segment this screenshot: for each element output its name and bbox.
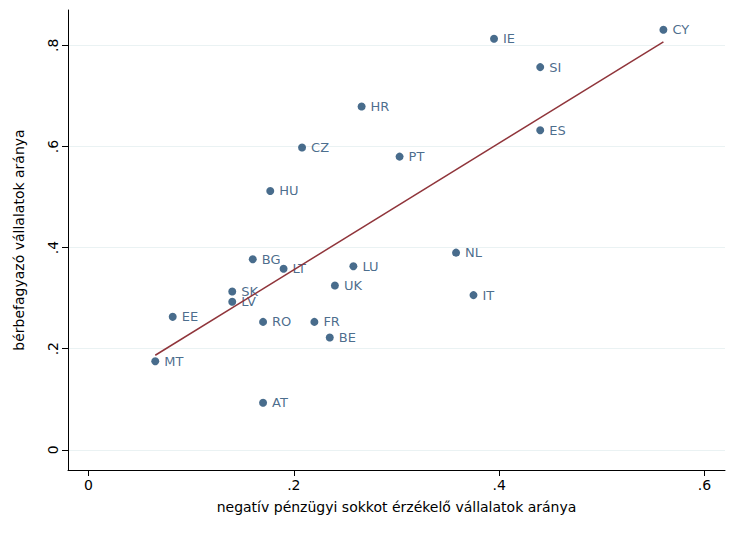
svg-text:HU: HU — [279, 183, 298, 198]
svg-text:AT: AT — [272, 395, 288, 410]
svg-text:PT: PT — [409, 149, 425, 164]
svg-text:ES: ES — [549, 123, 565, 138]
svg-text:BG: BG — [262, 252, 281, 267]
svg-text:0: 0 — [45, 445, 61, 454]
svg-text:MT: MT — [164, 354, 183, 369]
svg-text:CZ: CZ — [311, 140, 329, 155]
svg-text:IT: IT — [482, 288, 494, 303]
svg-text:negatív pénzügyi sokkot érzéke: negatív pénzügyi sokkot érzékelő vállala… — [217, 499, 577, 515]
svg-text:.2: .2 — [287, 477, 300, 493]
svg-text:bérbefagyazó vállalatok aránya: bérbefagyazó vállalatok aránya — [11, 129, 27, 350]
svg-text:BE: BE — [339, 330, 356, 345]
svg-text:FR: FR — [323, 314, 340, 329]
svg-text:LT: LT — [292, 261, 306, 277]
svg-text:RO: RO — [272, 314, 291, 329]
svg-text:.4: .4 — [45, 241, 61, 254]
svg-text:.6: .6 — [45, 140, 61, 153]
svg-text:SK: SK — [241, 284, 258, 300]
svg-text:IE: IE — [503, 31, 515, 46]
svg-text:LV: LV — [241, 294, 256, 310]
svg-text:.6: .6 — [698, 477, 711, 493]
svg-text:UK: UK — [344, 278, 363, 293]
svg-text:CY: CY — [672, 22, 689, 37]
svg-text:HR: HR — [371, 99, 390, 114]
svg-text:.2: .2 — [45, 342, 61, 355]
svg-text:LU: LU — [362, 259, 378, 274]
svg-text:.8: .8 — [45, 39, 61, 52]
svg-text:EE: EE — [182, 309, 198, 324]
svg-text:SI: SI — [549, 60, 561, 75]
svg-text:NL: NL — [465, 245, 483, 260]
svg-text:.4: .4 — [492, 477, 505, 493]
svg-text:0: 0 — [84, 477, 93, 493]
